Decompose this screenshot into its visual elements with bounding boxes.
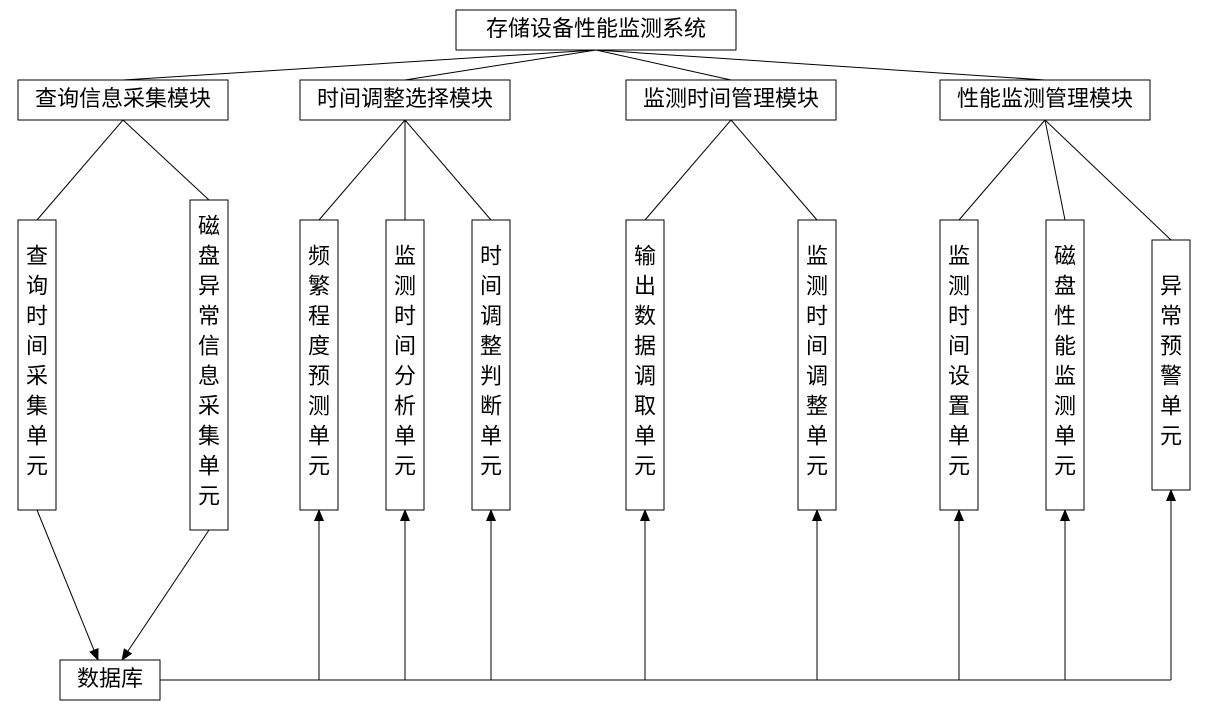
edge — [123, 120, 209, 200]
node-u10: 异常预警单元 — [1152, 240, 1190, 490]
edge — [959, 120, 1045, 220]
node-m3: 监测时间管理模块 — [626, 80, 836, 120]
node-u1: 查询时间采集单元 — [18, 220, 56, 510]
node-label-root: 存储设备性能监测系统 — [486, 16, 706, 41]
edge — [645, 120, 731, 220]
node-m2: 时间调整选择模块 — [300, 80, 510, 120]
edge — [405, 50, 596, 80]
node-label-m2: 时间调整选择模块 — [317, 86, 493, 111]
edge — [37, 510, 98, 660]
edge — [731, 120, 817, 220]
edge — [319, 120, 405, 220]
node-u6: 输出数据调取单元 — [626, 220, 664, 510]
node-u9: 磁盘性能监测单元 — [1046, 220, 1084, 510]
node-u2: 磁盘异常信息采集单元 — [190, 200, 228, 530]
edge — [123, 50, 596, 80]
nodes-layer: 存储设备性能监测系统查询信息采集模块 时间调整选择模块 监测时间管理模块 性能监测管理… — [18, 10, 1190, 700]
node-u8: 监测时间设置单元 — [940, 220, 978, 510]
node-m1: 查询信息采集模块 — [18, 80, 228, 120]
node-u4: 监测时间分析单元 — [386, 220, 424, 510]
node-root: 存储设备性能监测系统 — [456, 10, 736, 50]
edge — [405, 120, 491, 220]
node-label-m3: 监测时间管理模块 — [643, 86, 819, 111]
diagram-canvas: 存储设备性能监测系统查询信息采集模块 时间调整选择模块 监测时间管理模块 性能监测管理… — [0, 0, 1206, 715]
node-label-m4: 性能监测管理模块 — [957, 86, 1133, 111]
node-u5: 时间调整判断单元 — [472, 220, 510, 510]
node-m4: 性能监测管理模块 — [940, 80, 1150, 120]
node-db: 数据库 — [60, 660, 160, 700]
edge — [37, 120, 123, 220]
node-label-db: 数据库 — [77, 666, 143, 691]
edge — [122, 530, 209, 660]
node-u7: 监测时间调整单元 — [798, 220, 836, 510]
edge — [1045, 120, 1065, 220]
node-label-m1: 查询信息采集模块 — [35, 86, 211, 111]
node-u3: 频繁程度预测单元 — [300, 220, 338, 510]
